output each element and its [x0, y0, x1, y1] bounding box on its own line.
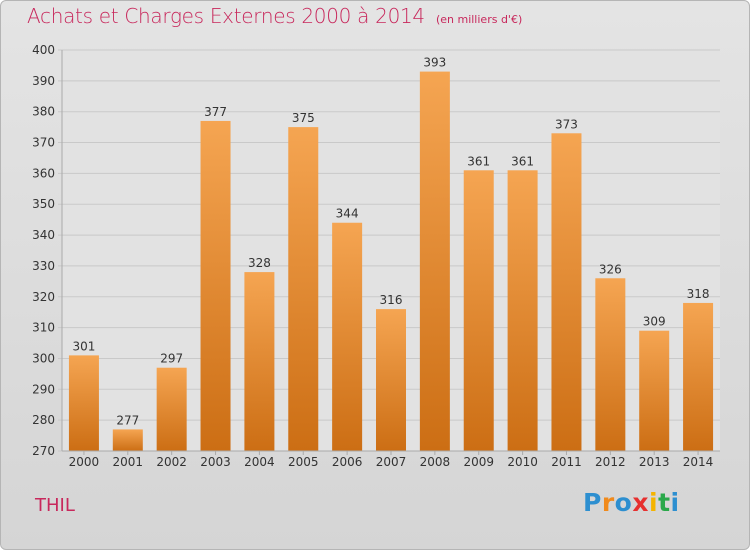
data-label: 375 [292, 111, 315, 125]
bar [463, 170, 494, 452]
bar [419, 71, 450, 451]
logo-letter: i [649, 488, 659, 517]
x-tick-label: 2010 [507, 455, 538, 469]
y-tick-label: 290 [32, 382, 55, 396]
x-tick-label: 2004 [244, 455, 275, 469]
label-layer: 301 277 297 377 328 375 344 316 393 361 361 373 326 3… [72, 56, 709, 428]
data-label: 328 [248, 256, 271, 270]
bar [112, 429, 143, 451]
bar [595, 278, 626, 451]
bar [156, 367, 187, 451]
data-label: 373 [555, 117, 578, 131]
data-label: 393 [423, 56, 446, 70]
y-tick-label: 270 [32, 444, 55, 458]
logo-letter: o [614, 488, 633, 517]
y-tick-label: 310 [32, 321, 55, 335]
bar [507, 170, 538, 452]
y-tick-label: 360 [32, 166, 55, 180]
bar [551, 133, 582, 452]
bar [288, 127, 319, 451]
data-label: 301 [72, 339, 95, 353]
x-tick-label: 2013 [639, 455, 670, 469]
data-label: 326 [599, 262, 622, 276]
x-tick-label: 2000 [69, 455, 100, 469]
x-tick-label: 2011 [551, 455, 582, 469]
logo-letter: i [670, 488, 680, 517]
logo-letter: x [632, 488, 649, 517]
place-name: THIL [35, 495, 75, 516]
bar [244, 272, 275, 451]
x-tick-label: 2001 [113, 455, 144, 469]
bar [332, 222, 363, 451]
chart-unit-text: (en milliers d'€) [435, 13, 523, 26]
logo-letter: r [601, 488, 615, 517]
data-label: 277 [116, 413, 139, 427]
y-tick-label: 300 [32, 351, 55, 365]
y-tick-label: 320 [32, 290, 55, 304]
x-tick-label: 2005 [288, 455, 319, 469]
y-tick-label: 350 [32, 197, 55, 211]
x-tick-label: 2002 [156, 455, 187, 469]
data-label: 316 [380, 293, 403, 307]
data-label: 361 [467, 154, 490, 168]
bar [200, 120, 231, 451]
axis-layer: 270 280 290 300 310 320 330 340 350 360 370 380 390 4… [32, 43, 720, 469]
y-tick-label: 280 [32, 413, 55, 427]
data-label: 318 [687, 287, 710, 301]
data-label: 344 [336, 207, 359, 221]
data-label: 361 [511, 154, 534, 168]
y-tick-label: 370 [32, 136, 55, 150]
bar [639, 330, 670, 451]
x-tick-label: 2008 [420, 455, 451, 469]
chart-title: Achats et Charges Externes 2000 à 2014 (… [27, 4, 522, 28]
logo-letter: t [658, 488, 671, 517]
y-tick-label: 330 [32, 259, 55, 273]
y-tick-label: 390 [32, 74, 55, 88]
x-tick-label: 2012 [595, 455, 626, 469]
data-label: 297 [160, 352, 183, 366]
bar [683, 302, 714, 451]
x-tick-label: 2014 [683, 455, 714, 469]
bar-layer [68, 71, 714, 452]
bar [376, 309, 406, 451]
x-tick-label: 2003 [200, 455, 231, 469]
chart-title-text: Achats et Charges Externes 2000 à 2014 [27, 4, 425, 28]
proxiti-logo: Proxiti [583, 488, 680, 517]
data-label: 377 [204, 105, 227, 119]
bar [68, 355, 99, 451]
data-label: 309 [643, 315, 666, 329]
x-tick-label: 2009 [463, 455, 494, 469]
x-tick-label: 2007 [376, 455, 407, 469]
y-tick-label: 400 [32, 43, 55, 57]
x-tick-label: 2006 [332, 455, 363, 469]
logo-letter: P [583, 488, 602, 517]
y-tick-label: 340 [32, 228, 55, 242]
y-tick-label: 380 [32, 105, 55, 119]
